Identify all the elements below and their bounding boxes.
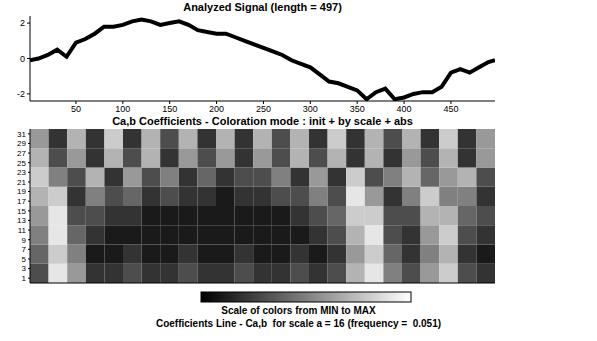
- svg-text:31: 31: [17, 130, 26, 139]
- svg-text:25: 25: [17, 159, 26, 168]
- svg-text:50: 50: [71, 104, 81, 114]
- svg-text:-2: -2: [17, 89, 25, 99]
- svg-text:17: 17: [17, 197, 26, 206]
- svg-text:450: 450: [443, 104, 458, 114]
- svg-text:100: 100: [115, 104, 130, 114]
- svg-text:350: 350: [350, 104, 365, 114]
- svg-text:1: 1: [22, 274, 27, 283]
- svg-text:29: 29: [17, 139, 26, 148]
- html-text:Coefficients Line - Ca,b for s: Coefficients Line - Ca,b for scale a = 1…: [155, 318, 441, 329]
- svg-text:300: 300: [303, 104, 318, 114]
- svg-text:23: 23: [17, 168, 26, 177]
- svg-text:9: 9: [22, 236, 27, 245]
- svg-text:7: 7: [22, 245, 27, 254]
- svg-text:21: 21: [17, 178, 26, 187]
- svg-text:250: 250: [256, 104, 271, 114]
- svg-text:2: 2: [20, 18, 25, 28]
- svg-text:200: 200: [209, 104, 224, 114]
- svg-text:400: 400: [397, 104, 412, 114]
- svg-text:27: 27: [17, 149, 26, 158]
- html-text:Ca,b Coefficients - Coloration: Ca,b Coefficients - Coloration mode : in…: [112, 115, 413, 127]
- svg-text:15: 15: [17, 207, 26, 216]
- svg-text:5: 5: [22, 255, 27, 264]
- svg-text:13: 13: [17, 216, 26, 225]
- svg-text:11: 11: [18, 226, 27, 235]
- html-text:Scale of colors from MIN to MA: Scale of colors from MIN to MAX: [221, 305, 376, 316]
- svg-text:0: 0: [20, 54, 25, 64]
- svg-text:19: 19: [17, 187, 26, 196]
- html-text:Analyzed Signal (length = 497): Analyzed Signal (length = 497): [183, 1, 342, 13]
- svg-text:150: 150: [162, 104, 177, 114]
- svg-text:3: 3: [22, 264, 27, 273]
